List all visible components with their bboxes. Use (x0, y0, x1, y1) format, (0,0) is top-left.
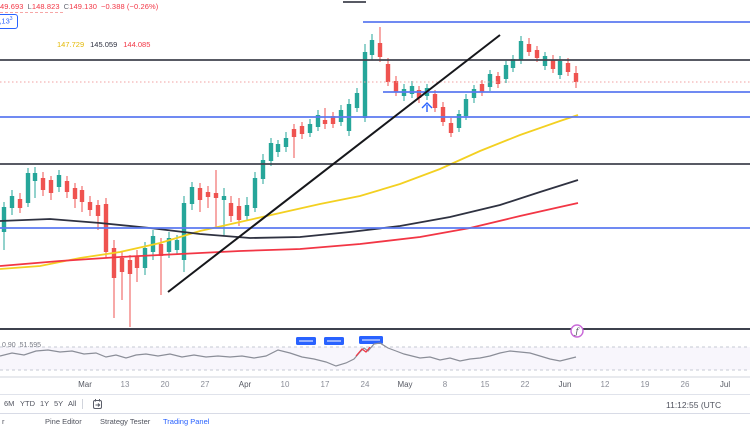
ma-red-value: 144.085 (123, 40, 151, 49)
function-badge-icon[interactable] (570, 324, 584, 338)
range-6m[interactable]: 6M (4, 399, 15, 408)
oscillator-legend: 0 90 51.595 (2, 342, 41, 349)
current-price-dashes (0, 12, 63, 13)
ma-yellow-value: 147.729 (57, 40, 85, 49)
time-axis-label: Apr (238, 380, 252, 389)
oscillator-band (0, 347, 750, 370)
oscillator-line-red-segment (355, 346, 371, 357)
trendline[interactable] (167, 34, 501, 293)
time-axis-label: Jul (719, 380, 731, 389)
range-ytd[interactable]: YTD (20, 399, 35, 408)
up-arrow-marker[interactable] (421, 102, 433, 112)
ohlc-low-label: L (27, 2, 32, 11)
time-axis-label: 17 (320, 380, 330, 389)
time-axis-label: May (397, 380, 413, 389)
ohlc-high: 49.693 (0, 2, 24, 11)
divider (82, 399, 83, 409)
price-label-sup: 3 (9, 16, 13, 22)
time-axis-label: 24 (360, 380, 370, 389)
time-axis-label: 8 (442, 380, 448, 389)
range-toolbar: 6M YTD 1Y 5Y All 11:12:55 (UTC (0, 397, 750, 412)
ohlc-close-label: C (63, 2, 70, 11)
time-axis-label: 10 (280, 380, 290, 389)
range-1y[interactable]: 1Y (40, 399, 50, 408)
range-5y[interactable]: 5Y (54, 399, 64, 408)
time-axis-label: 22 (520, 380, 530, 389)
time-axis-label: 13 (120, 380, 130, 389)
price-chart[interactable]: ƒ (0, 0, 750, 378)
time-axis-label: 27 (200, 380, 210, 389)
time-axis-label: 15 (480, 380, 490, 389)
bottom-tabs: r Pine Editor Strategy Tester Trading Pa… (0, 416, 750, 430)
price-label-box: 49,133 (0, 14, 18, 29)
ma-yellow-line (0, 114, 579, 270)
price-label-value: 49,13 (0, 16, 10, 26)
tab-partial[interactable]: r (2, 417, 5, 426)
time-axis-label: 20 (160, 380, 170, 389)
divider (0, 394, 750, 395)
range-all[interactable]: All (68, 399, 77, 408)
go-to-date-calendar-icon[interactable] (92, 398, 103, 412)
tab-pine-editor[interactable]: Pine Editor (45, 417, 82, 426)
ohlc-close: 149.130 (69, 2, 97, 11)
time-axis-label: 12 (600, 380, 610, 389)
ma-values-legend: 147.729 145.059 144.085 (57, 40, 156, 49)
ohlc-change: −0.388 (−0.26%) (100, 2, 159, 11)
svg-text:ƒ: ƒ (574, 327, 581, 336)
time-axis-label: 19 (640, 380, 650, 389)
oscillator-value: 51.595 (19, 342, 42, 349)
ma-dark-value: 145.059 (90, 40, 118, 49)
ohlc-legend: 49.693 L148.823 C149.130 −0.388 (−0.26%) (0, 2, 158, 11)
oscillator-line (0, 342, 577, 367)
ma-red-line (0, 202, 579, 267)
time-axis-label: Mar (78, 380, 92, 389)
ohlc-low: 148.823 (31, 2, 60, 11)
time-axis-label: 26 (680, 380, 690, 389)
candles-layer (1, 27, 579, 327)
ma-dark-line (0, 179, 579, 239)
divider (0, 413, 750, 414)
time-axis[interactable]: Mar 13 20 27 Apr 10 17 24 May 8 15 22 Jun 12 19 26 Jul (0, 378, 750, 393)
time-axis-label: Jun (558, 380, 572, 389)
session-clock: 11:12:55 (UTC (666, 400, 722, 410)
tab-strategy-tester[interactable]: Strategy Tester (100, 417, 151, 426)
tab-trading-panel[interactable]: Trading Panel (163, 417, 210, 426)
oscillator-params: 0 90 (2, 342, 16, 349)
